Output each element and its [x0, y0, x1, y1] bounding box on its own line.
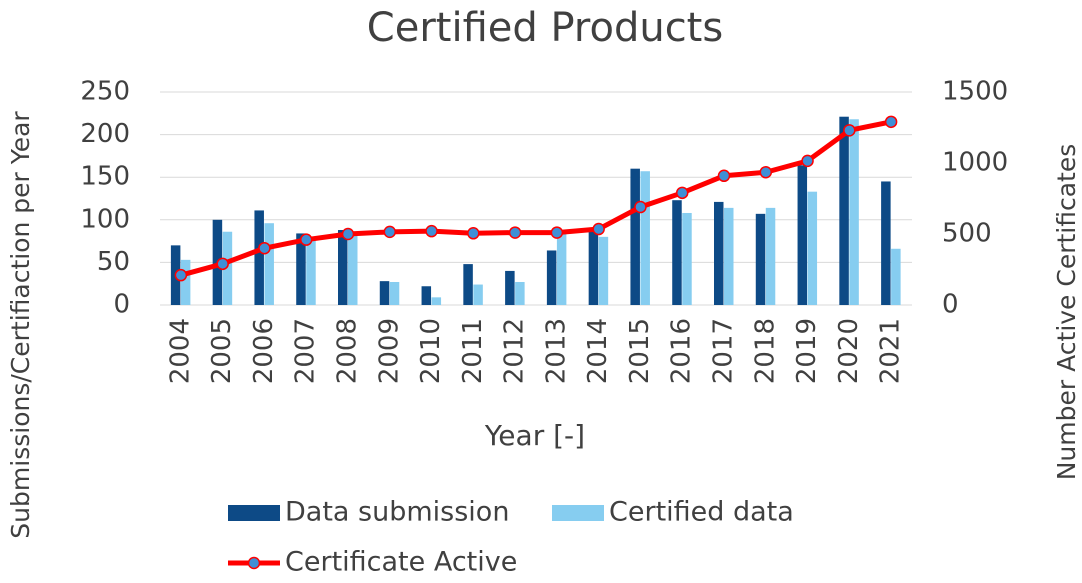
- x-tick-label: 2005: [207, 318, 237, 384]
- line-marker: [634, 200, 647, 214]
- x-tick-label: 2017: [709, 318, 739, 384]
- x-tick-label: 2006: [249, 318, 279, 384]
- y-tick-label: 0: [113, 290, 130, 320]
- x-tick-label: 2018: [750, 318, 780, 384]
- bar: [306, 236, 316, 305]
- y-axis-title: Submissions/Certifiaction per Year: [6, 111, 35, 539]
- bar: [222, 231, 233, 305]
- bar: [264, 223, 274, 305]
- bar: [881, 181, 891, 305]
- y2-tick-label: 1000: [942, 148, 1008, 178]
- y2-axis-title: Number Active Certificates: [1052, 144, 1081, 481]
- bar: [807, 191, 818, 305]
- y-tick-label: 100: [80, 204, 130, 234]
- line-marker: [508, 226, 522, 239]
- x-tick-label: 2012: [500, 318, 530, 384]
- bar: [546, 250, 557, 305]
- line-marker: [884, 115, 898, 129]
- line-marker: [216, 257, 229, 271]
- line-marker: [425, 224, 438, 238]
- x-tick-label: 2013: [541, 318, 571, 384]
- line-marker: [299, 233, 313, 246]
- legend-label: Certified data: [609, 497, 794, 528]
- bar: [556, 232, 567, 305]
- bar: [338, 230, 348, 305]
- bar: [849, 119, 859, 305]
- legend-swatch: [228, 505, 280, 521]
- bar: [254, 210, 264, 305]
- bar: [672, 200, 682, 305]
- line-marker: [383, 225, 397, 239]
- x-tick-label: 2008: [333, 318, 363, 384]
- bar: [389, 281, 400, 305]
- x-tick-label: 2021: [876, 318, 906, 384]
- x-tick-label: 2009: [374, 318, 404, 384]
- line: [180, 119, 892, 278]
- bar: [296, 233, 306, 305]
- bar: [640, 171, 650, 305]
- bar: [839, 116, 849, 305]
- bar: [463, 264, 473, 305]
- bar: [755, 213, 766, 305]
- line-marker: [675, 186, 689, 200]
- y2-tick-label: 500: [942, 219, 992, 249]
- y2-tick-label: 1500: [942, 77, 1008, 107]
- bar: [797, 165, 808, 305]
- chart-title: Certified Products: [367, 5, 723, 51]
- legend-swatch: [552, 505, 604, 521]
- bar: [630, 168, 640, 305]
- y-tick-label: 150: [80, 162, 130, 192]
- bar: [180, 259, 191, 305]
- bar: [891, 248, 901, 305]
- legend-marker: [247, 556, 261, 570]
- y2-tick-label: 0: [942, 290, 959, 320]
- line-marker: [467, 227, 480, 240]
- line-marker: [550, 226, 564, 239]
- x-axis-title: Year [-]: [484, 419, 585, 452]
- y-tick-label: 200: [80, 119, 130, 149]
- bar: [714, 201, 724, 305]
- line-marker: [801, 154, 814, 168]
- bar: [473, 284, 483, 305]
- line-marker: [258, 241, 271, 255]
- bar: [431, 297, 442, 305]
- x-tick-label: 2019: [792, 318, 822, 384]
- bar: [598, 236, 609, 305]
- line-marker: [174, 268, 188, 282]
- bar: [724, 207, 734, 305]
- bar: [421, 286, 432, 305]
- y-tick-label: 250: [80, 77, 130, 107]
- bar: [682, 212, 692, 305]
- bar: [765, 207, 776, 305]
- x-tick-label: 2016: [667, 318, 697, 384]
- x-tick-label: 2007: [291, 318, 321, 384]
- x-tick-label: 2011: [458, 318, 488, 384]
- x-tick-label: 2015: [625, 318, 655, 384]
- bar: [515, 281, 525, 305]
- x-tick-label: 2014: [583, 318, 613, 384]
- bar: [588, 230, 599, 305]
- x-tick-label: 2004: [165, 318, 195, 384]
- line-marker: [843, 124, 856, 137]
- legend-label: Certificate Active: [285, 547, 517, 578]
- y-tick-label: 50: [97, 247, 130, 277]
- line-marker: [592, 222, 605, 236]
- bar: [379, 281, 390, 305]
- line-marker: [341, 227, 355, 241]
- bar: [505, 270, 515, 305]
- line-marker: [717, 169, 731, 183]
- x-tick-label: 2020: [834, 318, 864, 384]
- bar: [348, 232, 358, 305]
- x-tick-label: 2010: [416, 318, 446, 384]
- legend-label: Data submission: [285, 497, 509, 528]
- line-marker: [759, 165, 773, 179]
